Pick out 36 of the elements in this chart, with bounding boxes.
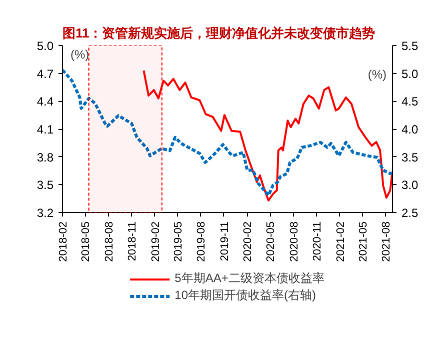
y2-tick-label: 4.0: [402, 122, 419, 136]
y2-tick-label: 3.0: [402, 178, 419, 192]
y2-axis-title: (%): [368, 68, 387, 82]
x-tick-label: 2019-02: [150, 221, 162, 262]
x-tick-label: 2018-05: [80, 221, 92, 262]
y2-tick-label: 4.5: [402, 94, 419, 109]
chart-title: 图11：资管新规实施后，理财净值化并未改变债市趋势: [62, 26, 376, 40]
y2-tick-label: 2.5: [402, 206, 419, 220]
legend-label: 10年期国开债收益率(右轴): [174, 287, 316, 304]
x-tick-label: 2020-11: [312, 221, 324, 262]
y-tick-label: 4.7: [36, 66, 54, 81]
line-series: [142, 70, 392, 202]
legend-label: 5年期AA+二级资本债收益率: [174, 270, 324, 287]
line-series: [62, 68, 392, 197]
y-tick-label: 3.2: [36, 206, 54, 220]
y2-tick-label: 5.0: [402, 66, 419, 81]
x-tick-label: 2020-05: [265, 221, 278, 262]
y-tick-label: 5.0: [36, 39, 54, 53]
x-tick-label: 2020-08: [288, 221, 300, 262]
x-tick-label: 2021-02: [334, 221, 347, 262]
y-axis-title: (%): [70, 48, 90, 62]
x-tick-label: 2021-05: [357, 221, 370, 262]
y2-tick-label: 5.5: [402, 39, 419, 53]
y-tick-label: 3.8: [36, 150, 54, 164]
x-tick-label: 2018-11: [126, 221, 139, 262]
x-tick-label: 2019-08: [196, 221, 208, 262]
x-tick-label: 2019-05: [172, 221, 184, 262]
x-tick-label: 2018-08: [103, 221, 116, 262]
x-tick-label: 2018-02: [58, 221, 70, 262]
x-tick-label: 2019-11: [218, 221, 231, 262]
y2-tick-label: 3.5: [402, 150, 419, 164]
x-tick-label: 2020-02: [242, 221, 254, 262]
y-tick-label: 4.4: [36, 94, 54, 109]
x-tick-label: 2021-08: [380, 221, 393, 262]
y-tick-label: 3.5: [36, 178, 54, 192]
y-tick-label: 4.1: [36, 122, 54, 136]
